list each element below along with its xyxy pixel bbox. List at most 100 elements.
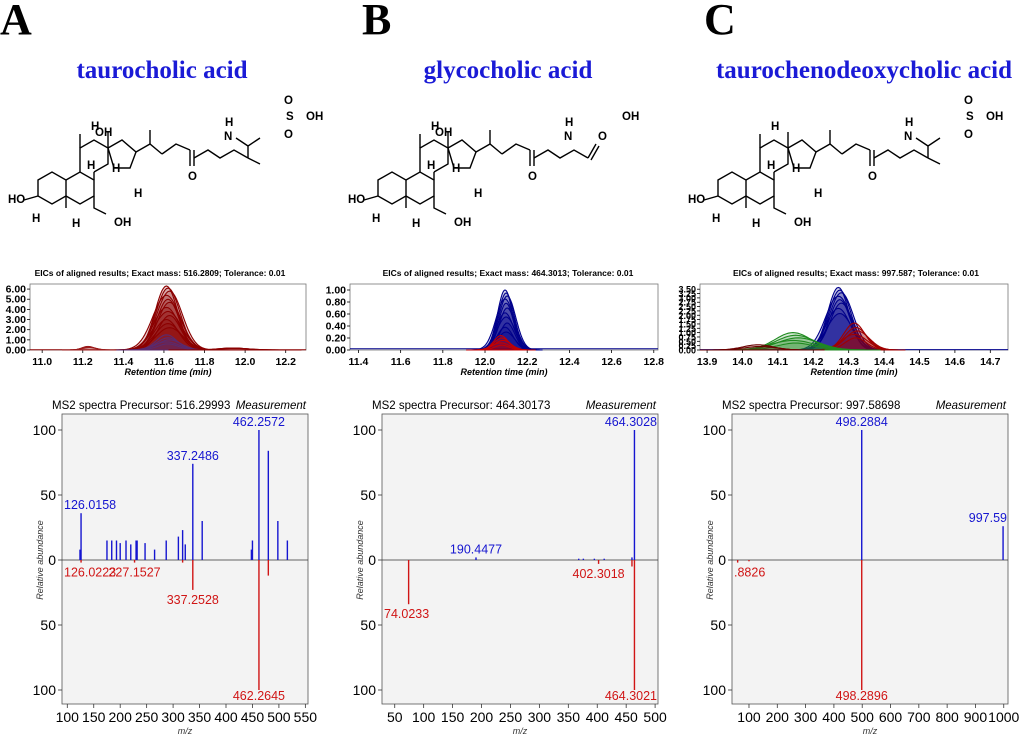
ms-x-tick-label: 300 bbox=[161, 709, 185, 725]
atom-label-h3: H bbox=[32, 213, 40, 225]
eic-chart-c: EICs of aligned results; Exact mass: 997… bbox=[678, 268, 1009, 377]
ms-peak-label-reference: 126.0223 bbox=[64, 566, 116, 580]
ms-peak-label-reference: 227.1527 bbox=[108, 566, 160, 580]
eic-y-tick-label: 2.75 bbox=[678, 298, 696, 308]
ms-y-tick-label: 100 bbox=[703, 682, 727, 698]
ms-header: MS2 spectra Precursor: 464.30173 bbox=[372, 400, 550, 412]
eic-x-tick-label: 11.4 bbox=[113, 356, 133, 368]
ms-x-tick-label: 250 bbox=[499, 709, 523, 725]
eic-x-tick-label: 14.4 bbox=[874, 356, 895, 368]
eic-y-tick-label: 4.00 bbox=[6, 304, 27, 316]
eic-y-tick-label: 3.25 bbox=[678, 289, 696, 299]
eic-y-tick-label: 2.00 bbox=[678, 311, 696, 321]
ms-x-tick-label: 700 bbox=[907, 709, 931, 725]
ms-x-tick-label: 200 bbox=[470, 709, 494, 725]
ms-measurement-label: Measurement bbox=[936, 400, 1007, 412]
atom-label-co: O bbox=[598, 131, 607, 143]
atom-label-h17: H bbox=[91, 121, 99, 133]
ms-y-tick-label: 100 bbox=[703, 422, 727, 438]
eic-title: EICs of aligned results; Exact mass: 464… bbox=[383, 268, 634, 278]
eic-x-tick-label: 14.2 bbox=[803, 356, 824, 368]
atom-label-s: S bbox=[286, 111, 294, 123]
eic-x-tick-label: 14.6 bbox=[945, 356, 966, 368]
ms2-chart-b: MS2 spectra Precursor: 464.30173 Measurem… bbox=[352, 396, 667, 736]
eic-x-axis-label: Retention time (min) bbox=[811, 367, 898, 377]
eic-x-tick-label: 11.2 bbox=[73, 356, 93, 368]
ms-peak-label-measured: 190.4477 bbox=[450, 542, 502, 556]
atom-label-so1: O bbox=[284, 95, 293, 107]
ms-x-tick-label: 350 bbox=[188, 709, 212, 725]
eic-title: EICs of aligned results; Exact mass: 997… bbox=[733, 268, 979, 278]
compound-name-a: taurocholic acid bbox=[76, 57, 247, 84]
ms-x-axis-label: m/z bbox=[513, 726, 528, 736]
atom-label-h8: H bbox=[87, 160, 95, 172]
ms-peak-label-measured: 462.2572 bbox=[233, 415, 285, 429]
ms-y-axis-label: Relative abundance bbox=[355, 520, 365, 600]
ms-x-tick-label: 200 bbox=[109, 709, 133, 725]
atom-label-s: S bbox=[966, 111, 974, 123]
eic-y-tick-label: 2.00 bbox=[6, 324, 27, 336]
eic-x-tick-label: 14.5 bbox=[909, 356, 930, 368]
atom-label-oh7: OH bbox=[794, 217, 811, 229]
atom-label-ho3: HO bbox=[8, 194, 25, 206]
atom-label-h14: H bbox=[474, 188, 482, 200]
atom-label-so2: O bbox=[964, 129, 973, 141]
eic-title: EICs of aligned results; Exact mass: 516… bbox=[35, 268, 286, 278]
ms-x-tick-label: 300 bbox=[528, 709, 552, 725]
atom-label-oh12: OH bbox=[95, 127, 112, 139]
eic-y-tick-label: 1.75 bbox=[678, 315, 696, 325]
ms2-chart-a: MS2 spectra Precursor: 516.29993 Measurem… bbox=[32, 396, 317, 736]
ms-header: MS2 spectra Precursor: 997.58698 bbox=[722, 400, 900, 412]
eic-y-tick-label: 0.00 bbox=[678, 346, 696, 356]
atom-label-h14: H bbox=[814, 188, 822, 200]
eic-y-tick-label: 0.60 bbox=[326, 309, 347, 321]
panel-letter-a: A bbox=[0, 0, 32, 44]
ms-y-tick-label: 100 bbox=[353, 682, 377, 698]
compound-name-c: taurochenodeoxycholic acid bbox=[716, 57, 1012, 84]
eic-x-tick-label: 12.0 bbox=[475, 356, 496, 368]
ms-x-axis-label: m/z bbox=[863, 726, 878, 736]
eic-y-tick-label: 0.50 bbox=[678, 337, 696, 347]
panel-letter-b: B bbox=[362, 0, 391, 44]
ms-peak-label-reference: 337.2528 bbox=[167, 593, 219, 607]
eic-x-tick-label: 12.0 bbox=[235, 356, 256, 368]
eic-y-tick-label: 1.00 bbox=[678, 328, 696, 338]
atom-label-n: N bbox=[564, 131, 572, 143]
eic-y-tick-label: 0.25 bbox=[678, 341, 696, 351]
ms-peak-label-reference: .8826 bbox=[734, 566, 765, 580]
panel-letter-c: C bbox=[704, 0, 736, 44]
ms-peak-label-reference: 498.2896 bbox=[836, 689, 888, 703]
atom-label-soh: OH bbox=[986, 111, 1003, 123]
ms-x-tick-label: 400 bbox=[586, 709, 610, 725]
atom-label-ho3: HO bbox=[348, 194, 365, 206]
atom-label-h14: H bbox=[134, 188, 142, 200]
atom-label-n: N bbox=[904, 131, 912, 143]
ms-x-tick-label: 800 bbox=[935, 709, 959, 725]
atom-label-ho3: HO bbox=[688, 194, 705, 206]
atom-label-h17: H bbox=[431, 121, 439, 133]
eic-y-tick-label: 1.50 bbox=[678, 319, 696, 329]
ms-peak-label-reference: 464.3021 bbox=[605, 689, 657, 703]
ms-x-tick-label: 150 bbox=[441, 709, 465, 725]
atom-label-h9: H bbox=[112, 163, 120, 175]
ms2-chart-c: MS2 spectra Precursor: 997.58698 Measurem… bbox=[702, 396, 1020, 736]
eic-x-axis-label: Retention time (min) bbox=[125, 367, 212, 377]
eic-x-tick-label: 12.6 bbox=[601, 356, 622, 368]
atom-label-nh: H bbox=[225, 117, 233, 129]
ms-plot-area bbox=[381, 413, 659, 705]
ms-y-tick-label: 100 bbox=[353, 422, 377, 438]
ms-x-tick-label: 500 bbox=[267, 709, 291, 725]
ms-x-tick-label: 100 bbox=[412, 709, 436, 725]
ms-y-tick-label: 0 bbox=[368, 552, 376, 568]
atom-label-h8: H bbox=[767, 160, 775, 172]
atom-label-so2: O bbox=[284, 129, 293, 141]
eic-x-tick-label: 12.2 bbox=[517, 356, 538, 368]
ms-y-tick-label: 100 bbox=[33, 682, 57, 698]
ms-peak-label-measured: 997.59 bbox=[969, 511, 1007, 525]
ms-peak-label-measured: 498.2884 bbox=[836, 415, 888, 429]
atom-label-h9: H bbox=[792, 163, 800, 175]
atom-label-nh: H bbox=[905, 117, 913, 129]
ms-y-tick-label: 50 bbox=[710, 487, 726, 503]
structure-a: OH H HO H H H H H OH H N O S O O OH bbox=[8, 95, 323, 230]
atom-label-oh7: OH bbox=[114, 217, 131, 229]
